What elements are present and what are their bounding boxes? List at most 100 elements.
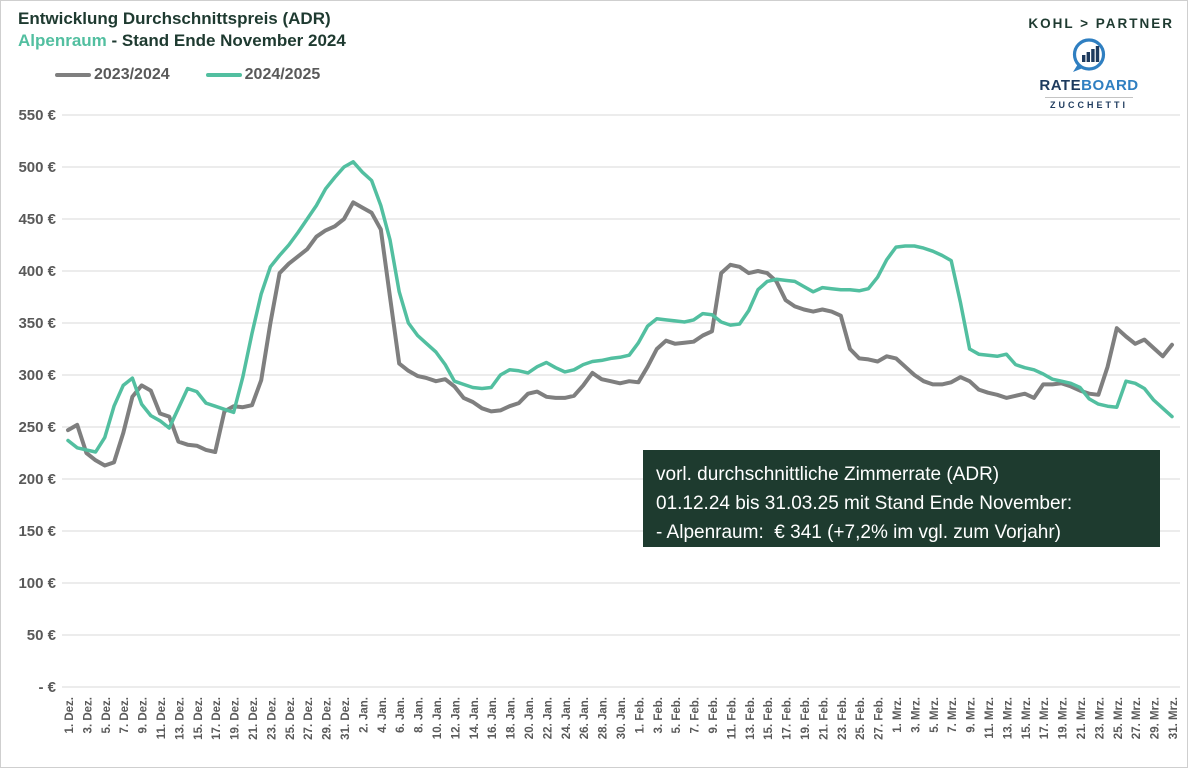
rateboard-wordmark: RATEBOARD — [1039, 77, 1138, 94]
x-axis-tick-label: 23. Dez. — [266, 697, 278, 740]
x-axis-tick-label: 5. Mrz. — [929, 697, 941, 733]
x-axis-tick-label: 14. Jan. — [469, 697, 481, 739]
x-axis-tick-label: 27. Mrz. — [1131, 697, 1143, 739]
x-axis-tick-label: 11. Dez. — [156, 697, 168, 739]
x-axis-tick-label: 23. Feb. — [837, 697, 849, 740]
y-axis-tick-label: 450 € — [18, 211, 56, 228]
x-axis-tick-label: 25. Dez. — [285, 697, 297, 740]
y-axis-tick-label: 500 € — [18, 159, 56, 176]
x-axis-tick-label: 8. Jan. — [414, 697, 426, 733]
legend-swatch-2024-2025 — [205, 73, 242, 77]
x-axis-tick-label: 29. Mrz. — [1150, 697, 1162, 739]
x-axis-tick-label: 3. Dez. — [82, 697, 94, 733]
x-axis-tick-label: 11. Mrz. — [984, 697, 996, 739]
x-axis-tick-label: 9. Feb. — [708, 697, 720, 733]
speech-bubble-tail — [1073, 64, 1083, 72]
x-axis-tick-label: 9. Dez. — [138, 697, 150, 733]
legend-label-2023-2024: 2023/2024 — [94, 66, 170, 83]
x-axis-tick-label: 27. Dez. — [303, 697, 315, 740]
x-axis-tick-label: 16. Jan. — [487, 697, 499, 739]
legend-label-2024-2025: 2024/2025 — [244, 66, 321, 83]
rateboard-divider — [1045, 97, 1133, 98]
rateboard-rate-text: RATE — [1039, 77, 1082, 94]
x-axis-tick-label: 29. Dez. — [322, 697, 334, 740]
annotation-box: vorl. durchschnittliche Zimmerrate (ADR)… — [643, 450, 1160, 547]
x-axis-tick-label: 25. Feb. — [855, 697, 867, 740]
x-axis-tick-label: 9. Mrz. — [966, 697, 978, 733]
x-axis-tick-label: 13. Dez. — [174, 697, 186, 740]
series-line-2023-2024 — [66, 200, 1174, 468]
y-axis-tick-label: 250 € — [18, 419, 56, 436]
zucchetti-label: ZUCCHETTI — [1050, 100, 1128, 110]
annotation-line: vorl. durchschnittliche Zimmerrate (ADR) — [656, 464, 1000, 485]
x-axis-tick-label: 2. Jan. — [358, 697, 370, 733]
rateboard-logo: RATEBOARD ZUCCHETTI — [1034, 36, 1144, 110]
x-axis-tick-label: 4. Jan. — [377, 697, 389, 733]
x-axis-tick-label: 15. Dez. — [193, 697, 205, 740]
chart-title: Entwicklung Durchschnittspreis (ADR) — [18, 9, 331, 28]
x-axis-tick-label: 7. Dez. — [119, 697, 131, 733]
x-axis-tick-label: 13. Mrz. — [1002, 697, 1014, 739]
x-axis-tick-label: 21. Dez. — [248, 697, 260, 740]
x-axis-tick-label: 10. Jan. — [432, 697, 444, 739]
x-axis-tick-label: 3. Feb. — [653, 697, 665, 733]
x-axis-tick-label: 25. Mrz. — [1113, 697, 1125, 739]
kohl-partner-logo: KOHL > PARTNER — [1028, 16, 1174, 31]
y-axis-tick-label: 100 € — [18, 575, 56, 592]
x-axis-tick-label: 19. Dez. — [230, 697, 242, 740]
x-axis-tick-label: 1. Mrz. — [892, 697, 904, 733]
x-axis-tick-label: 23. Mrz. — [1094, 697, 1106, 739]
x-axis-tick-label: 21. Feb. — [818, 697, 830, 740]
x-axis-tick-label: 19. Feb. — [800, 697, 812, 740]
x-axis-tick-label: 18. Jan. — [506, 697, 518, 739]
x-axis-tick-label: 5. Dez. — [101, 697, 113, 733]
x-axis-tick-label: 12. Jan. — [450, 697, 462, 739]
y-axis-tick-label: 400 € — [18, 263, 56, 280]
x-axis-tick-label: 17. Feb. — [782, 697, 794, 740]
x-axis-tick-label: 17. Mrz. — [1039, 697, 1051, 739]
legend-swatch-2023-2024 — [55, 73, 91, 77]
x-axis-tick-label: 6. Jan. — [395, 697, 407, 733]
y-axis-tick-label: 350 € — [18, 315, 56, 332]
x-axis-tick-label: 5. Feb. — [671, 697, 683, 733]
x-axis-tick-label: 31. Mrz. — [1168, 697, 1180, 739]
x-axis-tick-label: 21. Mrz. — [1076, 697, 1088, 739]
y-axis-tick-label: 550 € — [18, 107, 56, 124]
legend-item-2024-2025: 2024/2025 — [205, 66, 321, 84]
x-axis-tick-label: 13. Feb. — [745, 697, 757, 740]
x-axis-tick-label: 28. Jan. — [598, 697, 610, 739]
x-axis-tick-label: 11. Feb. — [726, 697, 738, 739]
x-axis-tick-label: 22. Jan. — [542, 697, 554, 739]
y-axis-tick-label: 200 € — [18, 471, 56, 488]
region-label: Alpenraum — [18, 31, 107, 50]
x-axis-tick-label: 31. Dez. — [340, 697, 352, 740]
x-axis-tick-label: 24. Jan. — [561, 697, 573, 739]
x-axis-tick-label: 20. Jan. — [524, 697, 536, 739]
x-axis-tick-label: 26. Jan. — [579, 697, 591, 739]
subtitle-rest: - Stand Ende November 2024 — [106, 31, 346, 50]
annotation-line: 01.12.24 bis 31.03.25 mit Stand Ende Nov… — [656, 493, 1073, 514]
x-axis-tick-label: 3. Mrz. — [910, 697, 922, 733]
title-block: Entwicklung Durchschnittspreis (ADR) Alp… — [18, 8, 346, 52]
y-axis-tick-label: 300 € — [18, 367, 56, 384]
chart-subtitle: Alpenraum - Stand Ende November 2024 — [18, 30, 346, 52]
x-axis-tick-label: 1. Feb. — [634, 697, 646, 733]
x-axis-tick-label: 15. Mrz. — [1021, 697, 1033, 739]
x-axis-tick-label: 1. Dez. — [64, 697, 76, 733]
rateboard-board-text: BOARD — [1081, 77, 1139, 94]
y-axis-tick-label: 150 € — [18, 523, 56, 540]
series-line-2024-2025 — [66, 160, 1174, 454]
y-axis-tick-label: 50 € — [27, 627, 57, 644]
x-axis-tick-label: 17. Dez. — [211, 697, 223, 740]
x-axis-tick-label: 7. Feb. — [690, 697, 702, 733]
x-axis-tick-label: 7. Mrz. — [947, 697, 959, 733]
x-axis-tick-label: 27. Feb. — [874, 697, 886, 740]
annotation-line: - Alpenraum: € 341 (+7,2% im vgl. zum Vo… — [656, 522, 1061, 543]
legend-item-2023-2024: 2023/2024 — [55, 66, 170, 84]
rateboard-bar-chart-icon — [1072, 38, 1106, 72]
chart-legend: 2023/2024 2024/2025 — [55, 66, 320, 84]
y-axis-tick-label: - € — [38, 679, 56, 696]
x-axis-tick-label: 30. Jan. — [616, 697, 628, 739]
